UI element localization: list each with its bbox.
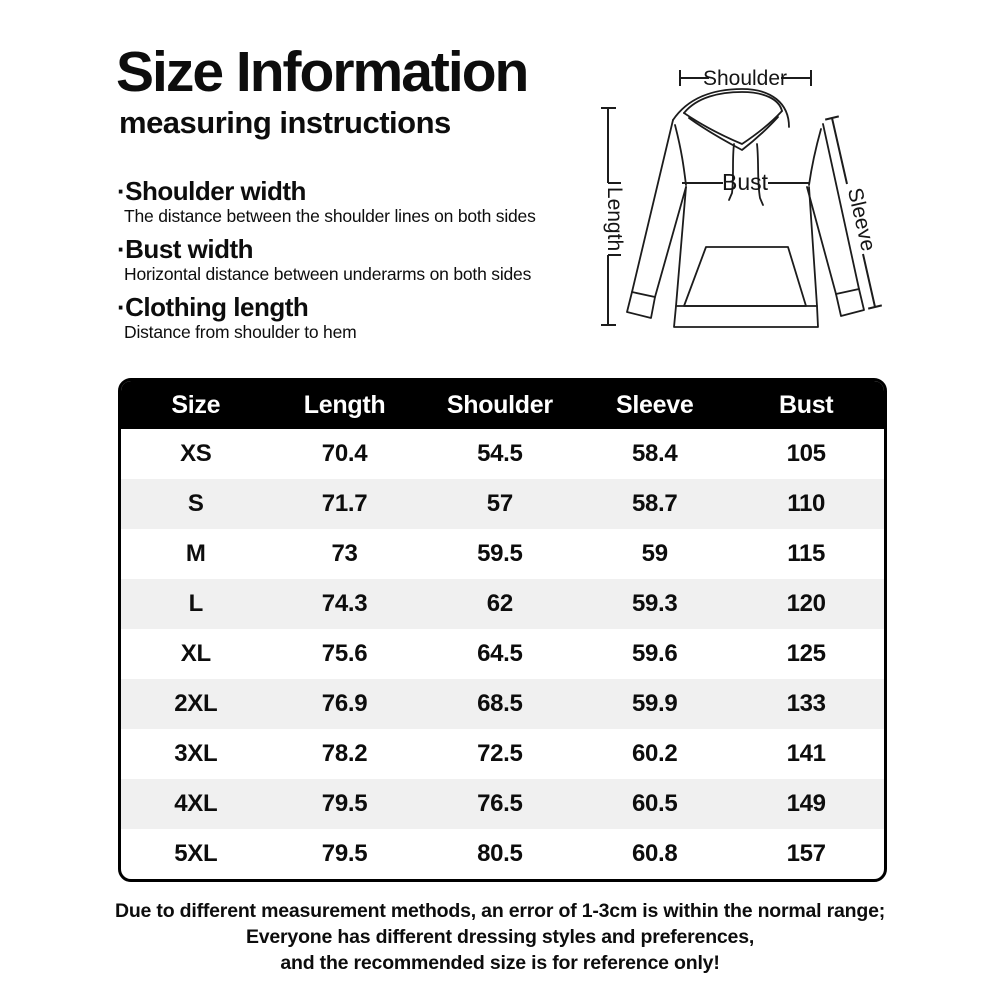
cell-sleeve: 60.8 [631,840,678,867]
cell-bust: 141 [786,740,826,767]
cell-length: 70.4 [321,440,368,467]
column-header-size: Size [171,390,221,419]
length-measure-line [601,107,621,326]
cell-length: 76.9 [321,690,368,717]
disclaimer: Due to different measurement methods, an… [0,898,1000,976]
cell-sleeve: 59.6 [631,640,678,667]
disclaimer-line: Everyone has different dressing styles a… [245,926,755,948]
table-row: 2XL 76.9 68.5 59.9 133 [121,679,884,729]
cell-sleeve: 58.4 [631,440,678,467]
table-row: L 74.3 62 59.3 120 [121,579,884,629]
cell-bust: 125 [786,640,826,667]
instruction-desc-bust-width: Horizontal distance between underarms on… [124,264,532,284]
cell-shoulder: 62 [486,590,513,617]
page-title: Size Information [116,40,529,104]
cell-shoulder: 59.5 [477,540,523,567]
hoodie-measurement-diagram: Shoulder Length Sleeve [585,40,915,350]
column-header-bust: Bust [778,390,834,419]
cell-size: L [188,590,204,617]
cell-shoulder: 64.5 [477,640,523,667]
cell-size: 5XL [174,840,218,867]
cell-shoulder: 57 [486,490,513,517]
cell-size: XS [180,440,212,467]
drawstring-right [756,143,764,206]
measuring-instructions: ·Shoulder width The distance between the… [117,177,597,351]
sleeve-measure-line [824,115,883,310]
cell-size: S [187,490,204,517]
cell-length: 79.5 [321,790,368,817]
cell-sleeve: 60.5 [631,790,678,817]
cell-shoulder: 54.5 [477,440,523,467]
cell-sleeve: 59.3 [631,590,678,617]
cell-sleeve: 58.7 [631,490,678,517]
cell-size: XL [180,640,211,667]
instruction-term-bust-width: ·Bust width [117,234,254,264]
cell-sleeve: 59 [641,540,668,567]
table-row: S 71.7 57 58.7 110 [121,479,884,529]
table-row: XL 75.6 64.5 59.6 125 [121,629,884,679]
cell-sleeve: 59.9 [631,690,678,717]
column-header-shoulder: Shoulder [446,390,553,419]
instruction-term-clothing-length: ·Clothing length [117,292,309,322]
cell-shoulder: 76.5 [477,790,523,817]
instruction-term-shoulder-width: ·Shoulder width [117,176,306,206]
table-row: M 73 59.5 59 115 [121,529,884,579]
cell-size: 4XL [174,790,218,817]
table-row: 3XL 78.2 72.5 60.2 141 [121,729,884,779]
length-label: Length [603,187,626,251]
cell-shoulder: 68.5 [477,690,523,717]
cell-length: 73 [331,540,358,567]
cell-bust: 105 [786,440,826,467]
cell-size: 2XL [174,690,218,717]
cell-length: 71.7 [321,490,368,517]
cell-bust: 120 [786,590,826,617]
bust-label: Bust [722,169,769,195]
cell-length: 75.6 [321,640,368,667]
cell-length: 74.3 [321,590,368,617]
cell-sleeve: 60.2 [631,740,678,767]
cell-bust: 110 [787,490,826,517]
instruction-desc-shoulder-width: The distance between the shoulder lines … [124,206,536,226]
size-table-body: XS 70.4 54.5 58.4 105 S 71.7 57 58.7 110… [121,429,884,879]
hoodie-outline [626,88,865,328]
cell-bust: 157 [786,840,826,867]
table-row: XS 70.4 54.5 58.4 105 [121,429,884,479]
cell-bust: 149 [786,790,826,817]
table-row: 5XL 79.5 80.5 60.8 157 [121,829,884,879]
cell-length: 79.5 [321,840,368,867]
hem-band [673,305,819,328]
disclaimer-line: and the recommended size is for referenc… [280,952,720,974]
cell-shoulder: 80.5 [477,840,523,867]
cell-length: 78.2 [321,740,368,767]
instruction-desc-clothing-length: Distance from shoulder to hem [124,322,357,342]
cuff-right [835,288,865,317]
drawstring-left [728,143,735,201]
disclaimer-line: Due to different measurement methods, an… [114,900,886,922]
cell-shoulder: 72.5 [477,740,523,767]
kangaroo-pocket [683,246,807,307]
cuff-left [626,291,656,319]
cell-size: M [185,540,206,567]
cell-bust: 133 [786,690,826,717]
column-header-length: Length [303,390,386,419]
shoulder-label: Shoulder [703,67,787,90]
size-table-header: Size Length Shoulder Sleeve Bust [121,381,884,429]
cell-bust: 115 [787,540,826,567]
size-table: Size Length Shoulder Sleeve Bust XS 70.4… [118,378,887,882]
page-subtitle: measuring instructions [119,105,451,140]
column-header-sleeve: Sleeve [615,390,694,419]
cell-size: 3XL [174,740,218,767]
table-row: 4XL 79.5 76.5 60.5 149 [121,779,884,829]
shoulder-measure-line [679,70,812,86]
